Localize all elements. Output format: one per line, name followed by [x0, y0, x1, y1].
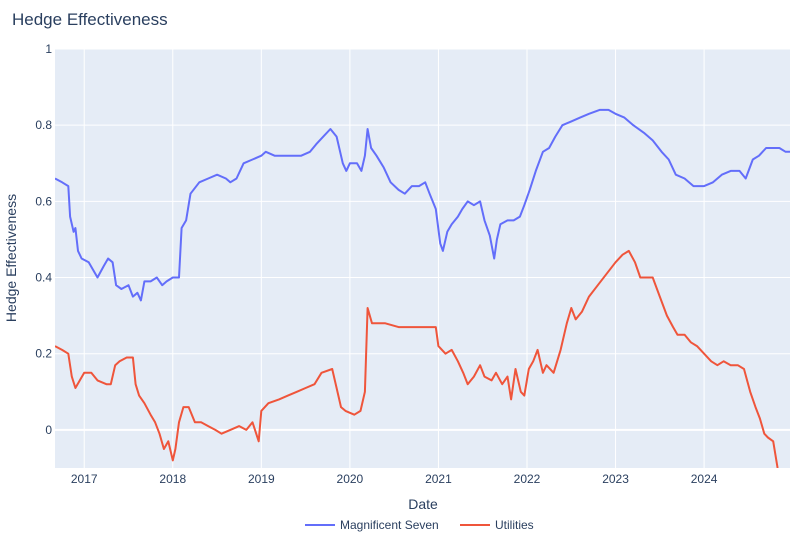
y-tick-label: 0	[45, 423, 52, 437]
y-axis-ticks: 0 0.2 0.4 0.6 0.8 1	[35, 42, 52, 437]
x-tick-label: 2024	[691, 472, 718, 486]
series-layer	[55, 108, 790, 468]
y-tick-label: 1	[45, 42, 52, 56]
x-axis-title: Date	[408, 496, 438, 512]
series-line-magnificent-seven	[55, 108, 790, 302]
x-tick-label: 2020	[337, 472, 364, 486]
y-tick-label: 0.8	[35, 118, 52, 132]
x-tick-label: 2017	[71, 472, 98, 486]
legend-label: Utilities	[495, 518, 534, 532]
legend: Magnificent Seven Utilities	[305, 518, 534, 532]
x-tick-label: 2018	[159, 472, 186, 486]
plot-area	[55, 49, 790, 468]
x-tick-label: 2021	[425, 472, 452, 486]
x-tick-label: 2019	[248, 472, 275, 486]
y-tick-label: 0.2	[35, 347, 52, 361]
x-tick-label: 2022	[514, 472, 541, 486]
x-tick-label: 2023	[602, 472, 629, 486]
legend-label: Magnificent Seven	[340, 518, 439, 532]
y-axis-title: Hedge Effectiveness	[3, 194, 19, 322]
chart-title: Hedge Effectiveness	[12, 10, 168, 29]
y-tick-label: 0.4	[35, 271, 52, 285]
series-line-utilities	[55, 249, 779, 468]
x-axis-ticks: 2017 2018 2019 2020 2021 2022 2023 2024	[71, 472, 718, 486]
y-tick-label: 0.6	[35, 194, 52, 208]
